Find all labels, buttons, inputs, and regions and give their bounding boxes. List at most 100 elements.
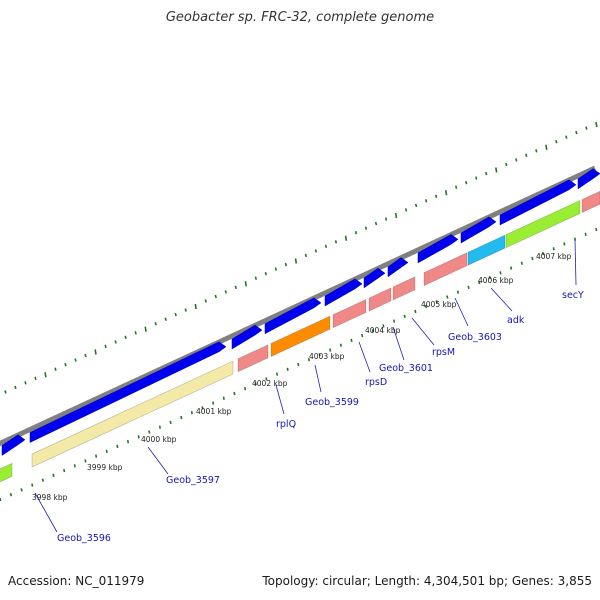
gene-label[interactable]: rpsM	[432, 347, 455, 358]
tick-dot	[254, 382, 257, 386]
tick-dot	[545, 144, 548, 150]
tick-dot	[414, 309, 417, 314]
gene-label[interactable]: Geob_3597	[166, 475, 220, 486]
forward-gene-arrow	[499, 179, 577, 226]
tick-dot	[158, 425, 162, 429]
tick-dot	[124, 335, 127, 340]
tick-dot	[495, 167, 498, 173]
gene-label[interactable]: Geob_3599	[305, 397, 359, 408]
tick-dot	[190, 411, 193, 415]
tick-dot	[34, 376, 37, 381]
gene-label[interactable]: secY	[562, 290, 584, 301]
forward-gene-arrow	[460, 216, 497, 244]
backbone-layer	[0, 165, 597, 447]
tick-dot	[144, 326, 147, 332]
tick-dot	[555, 139, 558, 144]
kbp-label: 4007 kbp	[536, 252, 572, 261]
tick-dot	[563, 242, 566, 246]
tick-dot	[314, 249, 318, 253]
tick-dot	[264, 271, 268, 276]
tick-dot	[435, 300, 438, 304]
gene-label[interactable]: Geob_3596	[57, 533, 111, 544]
secy-gene	[505, 199, 581, 249]
tick-dot	[424, 199, 428, 203]
tick-dot	[222, 396, 225, 400]
tick-dot	[304, 253, 308, 258]
forward-gene-arrow	[387, 257, 409, 278]
label-leader-line	[34, 492, 58, 533]
gene-name-labels: Geob_3596 Geob_3597 rplQ Geob_3599 rpsD Geob_…	[57, 290, 584, 544]
gene-label[interactable]: adk	[507, 315, 525, 326]
tick-dot	[84, 459, 87, 463]
tick-dot	[446, 295, 449, 299]
tick-dot	[24, 381, 27, 385]
tick-dot	[485, 171, 488, 176]
tick-dot	[354, 230, 358, 235]
tick-dot	[531, 256, 534, 261]
tick-dot	[364, 226, 368, 230]
tick-dot	[393, 319, 396, 323]
tick-dot	[95, 454, 98, 458]
tick-dot	[274, 267, 278, 271]
tick-dot	[9, 493, 13, 497]
geob-3596-gene	[0, 462, 13, 483]
adk-gene	[467, 234, 506, 266]
geob-3603-gene	[423, 252, 468, 287]
tick-dot	[374, 221, 378, 226]
tick-dot	[371, 329, 374, 333]
tick-dot	[126, 439, 130, 444]
tick-dot	[361, 333, 364, 338]
tick-dot	[404, 208, 408, 212]
tick-dot	[54, 367, 57, 371]
kbp-label: 4003 kbp	[309, 352, 345, 361]
gene-label[interactable]: rplQ	[276, 419, 296, 430]
tick-dot	[499, 271, 502, 275]
tick-dot	[104, 344, 107, 349]
tick-dot	[180, 415, 183, 420]
kbp-label: 3999 kbp	[87, 463, 123, 472]
tick-dot	[94, 349, 97, 355]
tick-dot	[20, 488, 23, 492]
tick-dot	[585, 126, 588, 130]
tick-dot	[394, 212, 398, 219]
rplq-gene	[237, 344, 269, 373]
forward-gene-arrow	[363, 267, 386, 289]
tick-dot	[244, 386, 247, 391]
label-leader-line	[490, 287, 513, 312]
label-leader-lines	[34, 239, 577, 533]
accession-text: Accession: NC_011979	[8, 574, 145, 588]
tick-dot	[244, 281, 248, 287]
tick-dot	[184, 308, 187, 312]
label-leader-line	[275, 384, 285, 415]
tick-dot	[254, 276, 258, 280]
label-leader-line	[358, 341, 371, 373]
forward-gene-arrow	[231, 324, 263, 350]
tick-dot	[174, 312, 177, 317]
tick-dot	[344, 235, 348, 241]
gene-label[interactable]: Geob_3603	[448, 332, 502, 343]
tick-dot	[294, 258, 298, 264]
forward-gene-arrow	[1, 434, 26, 456]
tick-dot	[595, 227, 598, 232]
tick-dot	[434, 194, 438, 199]
tick-dot	[318, 353, 321, 357]
tick-dot	[164, 317, 167, 321]
tick-dot	[63, 468, 66, 473]
tick-dot	[525, 153, 528, 158]
genome-backbone	[0, 165, 597, 447]
gene-layer	[0, 168, 600, 483]
tick-dot	[105, 449, 108, 453]
tick-dot	[44, 372, 47, 378]
kbp-scale-labels: 3998 kbp 3999 kbp 4000 kbp 4001 kbp 4002 kbp…	[32, 252, 572, 502]
gene-label[interactable]: rpsD	[365, 377, 387, 388]
label-leader-line	[392, 326, 405, 361]
tick-dot	[116, 444, 119, 449]
tick-dot	[444, 190, 448, 196]
gene-label[interactable]: Geob_3601	[379, 363, 433, 374]
tick-dot	[224, 290, 227, 294]
forward-gene-arrow	[264, 297, 322, 335]
tick-dot	[286, 367, 289, 371]
tick-dot	[134, 331, 137, 335]
tick-dot	[265, 377, 268, 381]
tick-dot	[204, 299, 207, 303]
